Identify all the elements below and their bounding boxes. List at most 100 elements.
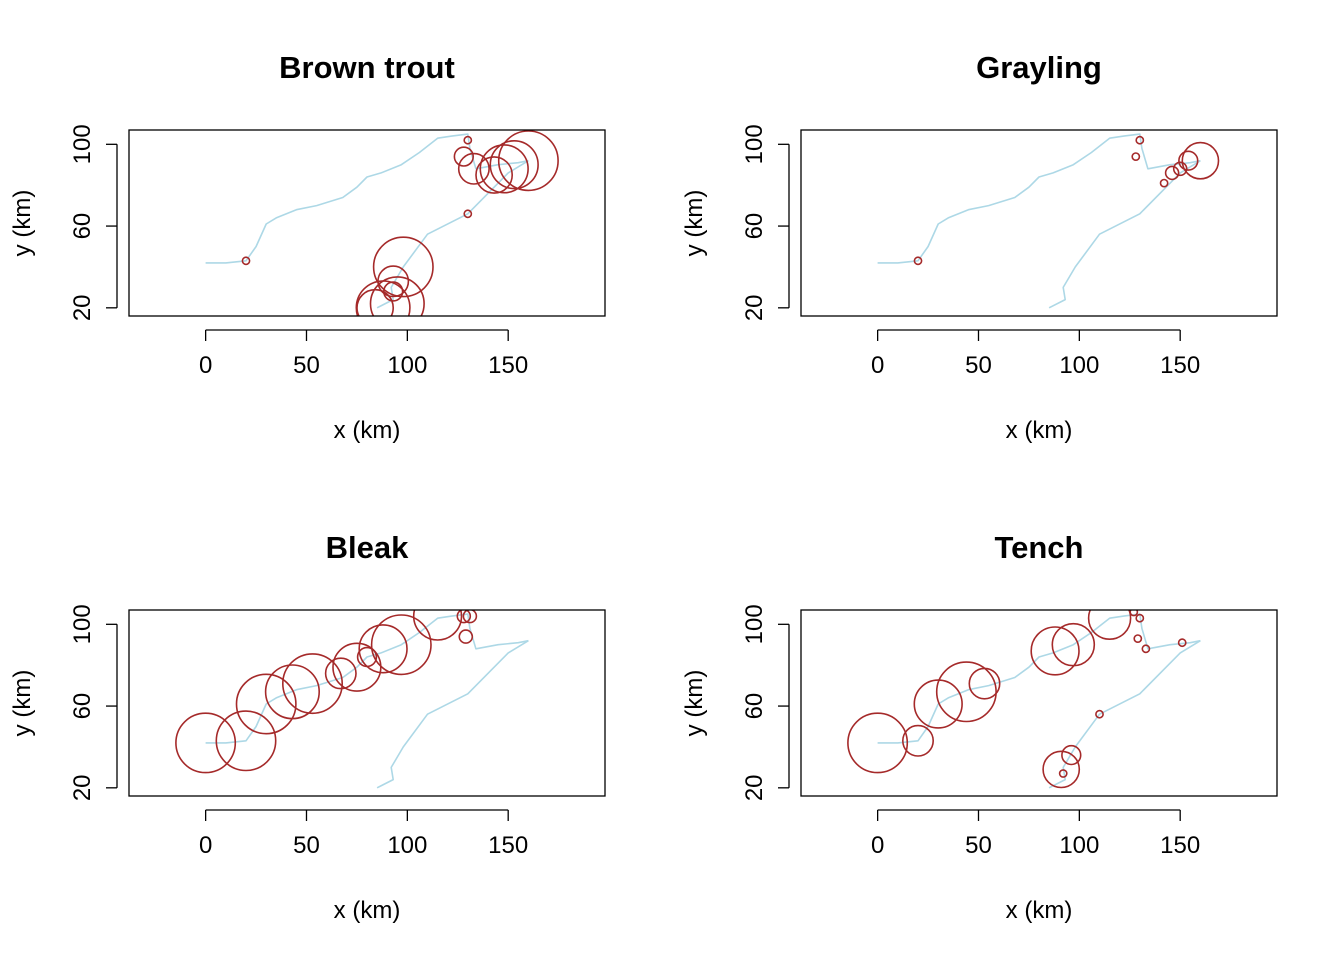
data-point	[241, 256, 251, 266]
panel-bleak: Bleak 0 50 100 150 20 60 100 x (km) y (km)	[9, 530, 606, 924]
plot-frame	[128, 129, 606, 317]
data-point	[1061, 744, 1082, 766]
river-line-main	[205, 613, 529, 744]
river-line-branch	[1048, 640, 1201, 789]
data-point	[1178, 150, 1199, 171]
data-point	[1129, 610, 1139, 617]
y-axis-label: y (km)	[9, 190, 36, 257]
x-tick-label: 0	[871, 832, 884, 859]
data-point	[412, 610, 463, 641]
data-point	[356, 288, 394, 316]
x-axis-label: x (km)	[334, 897, 401, 924]
data-point	[489, 140, 539, 190]
data-point	[1172, 161, 1188, 177]
x-tick-label: 100	[387, 832, 427, 859]
data-point	[1141, 644, 1151, 654]
y-axis-label: y (km)	[681, 190, 708, 257]
data-point	[175, 712, 237, 774]
data-point	[235, 673, 297, 735]
y-tick-label: 20	[741, 774, 768, 801]
panel-title: Brown trout	[279, 50, 455, 85]
data-point	[457, 152, 490, 185]
y-tick-label: 60	[741, 693, 768, 720]
y-tick-label: 60	[741, 213, 768, 240]
plot-frame	[800, 609, 1278, 797]
x-axis-label: x (km)	[1006, 417, 1073, 444]
data-point	[1042, 750, 1081, 789]
data-point	[456, 610, 472, 624]
data-point	[281, 653, 343, 715]
data-point	[847, 712, 909, 774]
data-point	[462, 610, 478, 624]
x-tick-label: 150	[488, 352, 528, 379]
river-line-main	[205, 133, 529, 264]
data-point	[458, 629, 474, 644]
river-line-main	[877, 613, 1201, 744]
y-tick-label: 20	[741, 294, 768, 321]
data-point	[901, 724, 934, 757]
x-axis-label: x (km)	[334, 417, 401, 444]
data-point	[935, 661, 997, 723]
x-tick-label: 0	[871, 352, 884, 379]
data-point	[1030, 626, 1080, 676]
x-tick-label: 100	[387, 352, 427, 379]
data-point	[1131, 152, 1141, 161]
data-point	[372, 236, 434, 298]
data-point	[475, 156, 514, 194]
plot-area	[847, 610, 1201, 789]
plot-frame	[800, 129, 1278, 317]
data-point	[1177, 638, 1187, 648]
x-tick-label: 150	[488, 832, 528, 859]
y-tick-label: 60	[69, 213, 96, 240]
panel-grayling: Grayling 0 50 100 150 20 60 100 x (km) y (km)	[681, 50, 1278, 444]
panel-tench: Tench 0 50 100 150 20 60 100 x (km) y (km)	[681, 530, 1278, 924]
river-line-main	[877, 133, 1201, 264]
x-tick-label: 50	[293, 832, 320, 859]
data-point	[358, 624, 408, 674]
data-point	[1135, 613, 1145, 623]
data-point	[913, 679, 963, 729]
y-axis-label: y (km)	[9, 670, 36, 737]
y-axis-label: y (km)	[681, 670, 708, 737]
data-point	[370, 614, 432, 676]
data-point	[1164, 165, 1180, 181]
data-point	[1159, 178, 1169, 188]
data-point	[1135, 135, 1145, 145]
x-tick-label: 0	[199, 832, 212, 859]
data-point	[1058, 769, 1068, 778]
y-tick-label: 20	[69, 774, 96, 801]
panel-title: Tench	[995, 530, 1084, 565]
x-tick-label: 150	[1160, 832, 1200, 859]
data-point	[264, 664, 321, 720]
data-point	[324, 657, 357, 690]
x-tick-label: 150	[1160, 352, 1200, 379]
data-point	[1181, 141, 1220, 180]
x-tick-label: 50	[965, 832, 992, 859]
data-point	[453, 146, 474, 167]
data-point	[968, 667, 1001, 700]
plot-area	[175, 610, 529, 789]
panel-title: Bleak	[326, 530, 409, 565]
x-tick-label: 0	[199, 352, 212, 379]
data-point	[1133, 634, 1143, 643]
x-tick-label: 100	[1059, 352, 1099, 379]
y-tick-label: 20	[69, 294, 96, 321]
panel-title: Grayling	[976, 50, 1102, 85]
panel-brown-trout: Brown trout 0 50 100 150 20 60 100 x (km) y (km)	[9, 50, 606, 444]
data-point	[913, 256, 923, 266]
x-tick-label: 50	[965, 352, 992, 379]
data-point	[479, 144, 529, 194]
plot-area	[877, 133, 1220, 309]
river-line-branch	[1048, 160, 1201, 309]
y-tick-label: 100	[741, 604, 768, 644]
data-point	[369, 276, 425, 316]
y-tick-label: 100	[741, 124, 768, 164]
data-point	[463, 209, 473, 219]
y-tick-label: 60	[69, 693, 96, 720]
data-point	[497, 130, 559, 192]
y-tick-label: 100	[69, 604, 96, 644]
data-point	[1051, 622, 1096, 667]
river-line-branch	[376, 640, 529, 789]
plot-area	[205, 130, 559, 316]
